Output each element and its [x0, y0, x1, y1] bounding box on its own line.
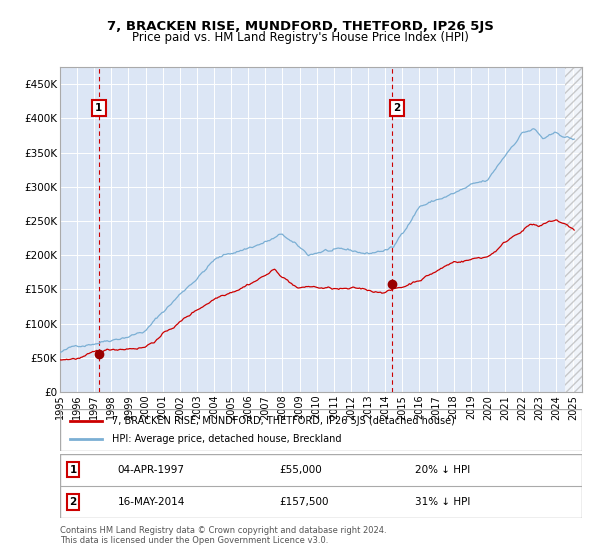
Text: 2: 2: [70, 497, 77, 507]
Text: 2: 2: [394, 103, 401, 113]
Text: 16-MAY-2014: 16-MAY-2014: [118, 497, 185, 507]
Text: 31% ↓ HPI: 31% ↓ HPI: [415, 497, 470, 507]
Text: 7, BRACKEN RISE, MUNDFORD, THETFORD, IP26 5JS (detached house): 7, BRACKEN RISE, MUNDFORD, THETFORD, IP2…: [112, 416, 455, 426]
Text: HPI: Average price, detached house, Breckland: HPI: Average price, detached house, Brec…: [112, 434, 342, 444]
Text: 1: 1: [70, 465, 77, 475]
Bar: [565, 67, 582, 392]
Text: 04-APR-1997: 04-APR-1997: [118, 465, 184, 475]
Text: 1: 1: [95, 103, 103, 113]
Text: £55,000: £55,000: [279, 465, 322, 475]
Text: 7, BRACKEN RISE, MUNDFORD, THETFORD, IP26 5JS: 7, BRACKEN RISE, MUNDFORD, THETFORD, IP2…: [107, 20, 493, 32]
Text: 20% ↓ HPI: 20% ↓ HPI: [415, 465, 470, 475]
Text: Price paid vs. HM Land Registry's House Price Index (HPI): Price paid vs. HM Land Registry's House …: [131, 31, 469, 44]
Text: £157,500: £157,500: [279, 497, 329, 507]
Text: Contains HM Land Registry data © Crown copyright and database right 2024.: Contains HM Land Registry data © Crown c…: [60, 526, 386, 535]
Text: This data is licensed under the Open Government Licence v3.0.: This data is licensed under the Open Gov…: [60, 536, 328, 545]
